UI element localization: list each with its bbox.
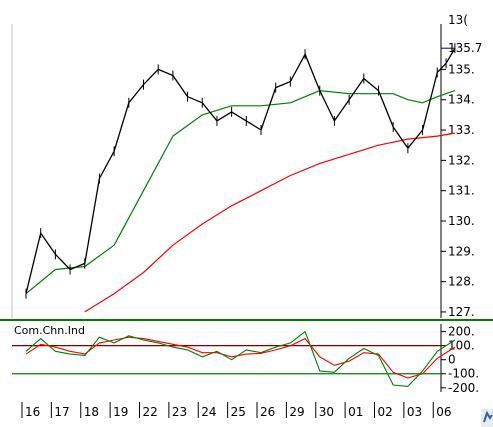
indicator-line <box>25 331 456 387</box>
price-tick-label: 134. <box>448 93 475 107</box>
date-tick-label: 19 <box>113 405 128 419</box>
date-axis: 16 17 18 19 22 23 24 25 26 29 30 01 02 03 06 <box>12 401 452 419</box>
short-moving-average-line <box>25 89 456 295</box>
date-tick-label: 26 <box>260 405 275 419</box>
price-line <box>25 47 456 294</box>
last-price-label: 135.7 <box>448 41 482 55</box>
price-top-partial-label: 13( <box>448 13 468 27</box>
price-panel: 127. 128. 129. 130. 131. 132. 133. 134. 135. 13( 1… <box>11 13 482 319</box>
price-tick-label: 129. <box>448 244 475 258</box>
indicator-panel: 200.100.0-100.-200. Com.Chn.Ind <box>12 324 479 395</box>
price-tick-label: 130. <box>448 214 475 228</box>
date-tick-label: 03 <box>407 405 422 419</box>
price-tick-label: 128. <box>448 275 475 289</box>
date-tick-label: 17 <box>54 405 69 419</box>
date-tick-label: 16 <box>25 405 40 419</box>
app-logo-icon <box>481 409 493 427</box>
date-tick-label: 06 <box>436 405 451 419</box>
indicator-tick-label: 100. <box>448 339 475 353</box>
date-tick-label: 18 <box>84 405 99 419</box>
price-tick-label: 132. <box>448 153 475 167</box>
price-tick-label: 133. <box>448 123 475 137</box>
indicator-tick-label: -100. <box>448 367 479 381</box>
date-tick-label: 30 <box>319 405 334 419</box>
price-tick-label: 135. <box>448 62 475 76</box>
date-tick-label: 02 <box>378 405 393 419</box>
price-tick-label: 127. <box>448 305 475 319</box>
indicator-signal-line <box>25 336 456 379</box>
date-tick-label: 22 <box>143 405 158 419</box>
date-tick-label: 01 <box>348 405 363 419</box>
price-tick-label: 131. <box>448 184 475 198</box>
date-tick-label: 23 <box>172 405 187 419</box>
date-tick-label: 29 <box>289 405 304 419</box>
indicator-tick-label: -200. <box>448 381 479 395</box>
indicator-tick-label: 200. <box>448 325 475 339</box>
date-tick-label: 24 <box>201 405 216 419</box>
long-moving-average-line <box>84 132 456 313</box>
date-tick-label: 25 <box>231 405 246 419</box>
indicator-tick-label: 0 <box>448 353 456 367</box>
indicator-title: Com.Chn.Ind <box>14 324 85 337</box>
